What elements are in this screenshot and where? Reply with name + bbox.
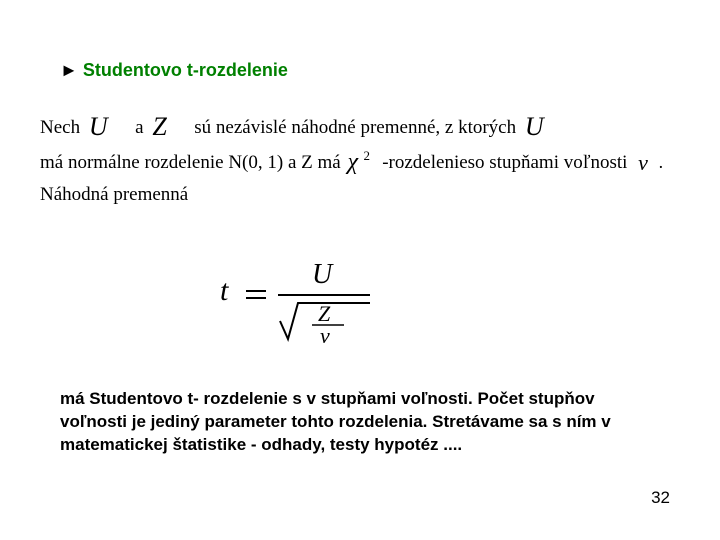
var-U-2: U: [521, 112, 548, 141]
arrow-icon: ►: [60, 60, 78, 80]
word-a: a: [135, 117, 143, 138]
body-text: Nech U a Z sú nezávislé náhodné premenné…: [40, 109, 680, 207]
var-nu-inline: ν: [632, 150, 654, 175]
trailing-dot: .: [659, 152, 664, 172]
var-U-1: U: [85, 112, 112, 141]
body-line-2: má normálne rozdelenie N(0, 1) a Z má χ …: [40, 148, 680, 178]
body-line-3: Náhodná premenná: [40, 182, 680, 208]
formula-svg: t U Z ν: [220, 245, 400, 345]
chi-sup: 2: [363, 147, 370, 165]
body-line-1: Nech U a Z sú nezávislé náhodné premenné…: [40, 109, 680, 144]
line2-a: má normálne rozdelenie N(0, 1) a Z má: [40, 152, 341, 173]
formula-t: t U Z ν: [220, 245, 680, 350]
formula-t-sym: t: [220, 274, 229, 307]
slide-title-row: ► Studentovo t-rozdelenie: [60, 60, 680, 81]
chi-symbol: χ: [347, 146, 358, 178]
line1-tail: sú nezávislé náhodné premenné, z ktorých: [194, 117, 516, 138]
formula-U: U: [312, 259, 334, 290]
chi-squared-icon: χ 2: [347, 153, 375, 175]
line3-text: Náhodná premenná: [40, 184, 188, 205]
page-number: 32: [651, 488, 670, 508]
line2-b: -rozdelenieso stupňami voľnosti: [382, 152, 627, 173]
slide-title: Studentovo t-rozdelenie: [83, 60, 288, 80]
word-nech: Nech: [40, 117, 80, 138]
conclusion-text: má Studentovo t- rozdelenie s v stupňami…: [60, 388, 660, 457]
formula-nu: ν: [320, 323, 330, 345]
var-Z-1: Z: [148, 112, 170, 141]
